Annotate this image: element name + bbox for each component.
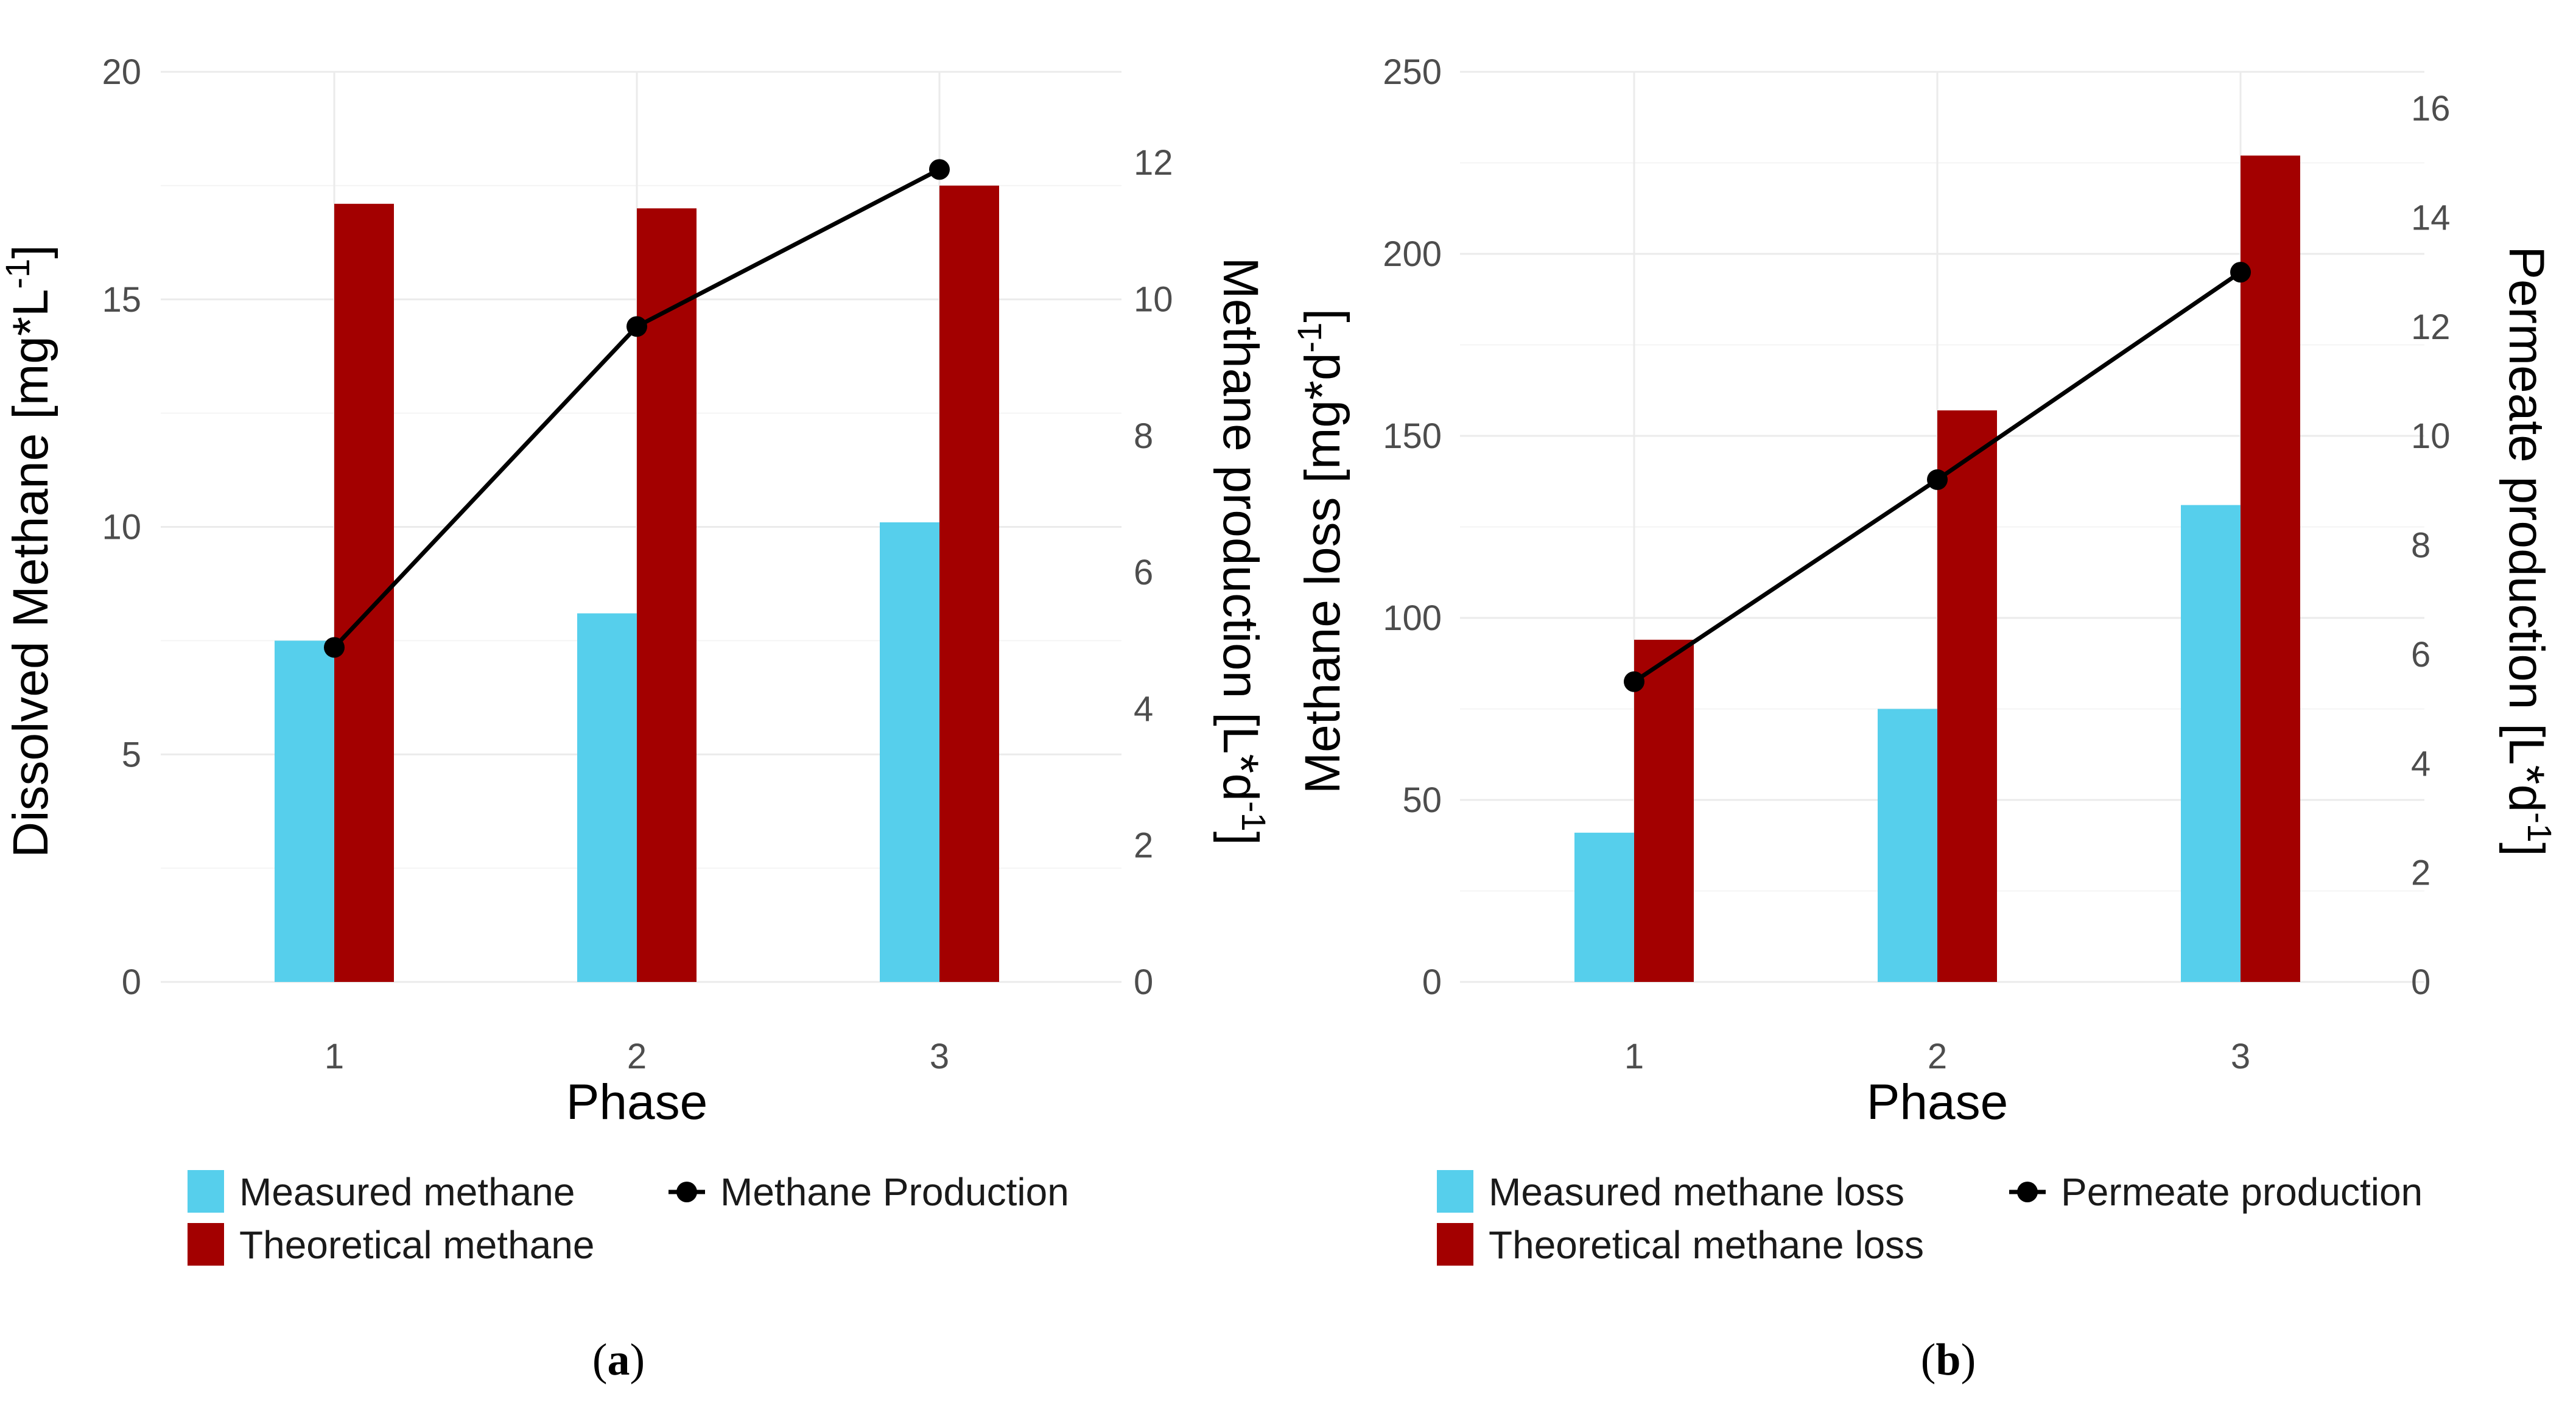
chart-b-x-tick-label: 2 xyxy=(1928,1037,1947,1076)
chart-a-x-tick-label: 3 xyxy=(930,1037,949,1076)
chart-a-x-axis-title: Phase xyxy=(566,1074,708,1130)
chart-b-y-tick-label: 0 xyxy=(1422,962,1442,1002)
chart-b-x-tick-label: 3 xyxy=(2231,1037,2250,1076)
chart-b-legend-label-measured: Measured methane loss xyxy=(1489,1170,1904,1214)
chart-b-production-point xyxy=(1927,469,1948,490)
chart-b-production-point xyxy=(2230,262,2251,283)
chart-a-production-point xyxy=(324,637,345,658)
chart-a-x-tick-label: 2 xyxy=(627,1037,647,1076)
chart-b-y2-tick-label: 0 xyxy=(2411,962,2430,1002)
chart-b-legend: Measured methane loss Theoretical methane… xyxy=(1437,1170,2423,1267)
chart-b-panel-label: (b) xyxy=(1921,1335,1976,1385)
chart-a-theoretical-bar xyxy=(637,208,697,982)
chart-b-y2-tick-label: 8 xyxy=(2411,526,2430,566)
chart-b-theoretical-bar xyxy=(1937,410,1997,982)
chart-b-measured-bar xyxy=(1574,832,1634,982)
chart-a-x-tick-label: 1 xyxy=(325,1037,344,1076)
chart-a-production-point xyxy=(929,159,950,180)
chart-a-measured-bar xyxy=(275,640,334,982)
chart-a-y2-tick-label: 12 xyxy=(1134,143,1173,183)
chart-b-y2-axis-title: Permeate production [L*d-1] xyxy=(2499,246,2559,857)
chart-a-legend-label-line: Methane Production xyxy=(720,1170,1069,1214)
chart-a-measured-bar xyxy=(577,613,637,982)
chart-a-measured-bar xyxy=(880,522,939,982)
chart-b-production-point xyxy=(1624,671,1644,692)
chart-b-legend-label-theoretical: Theoretical methane loss xyxy=(1489,1223,1924,1267)
chart-a-y-axis-title: Dissolved Methane [mg*L-1] xyxy=(0,245,58,858)
chart-b-legend-label-line: Permeate production xyxy=(2061,1170,2423,1214)
chart-b-legend-swatch-theoretical xyxy=(1437,1223,1473,1266)
chart-a-production-point xyxy=(626,316,647,337)
chart-b-y-tick-label: 200 xyxy=(1383,234,1442,274)
chart-a-y-tick-label: 10 xyxy=(102,508,141,547)
chart-b-y2-tick-label: 10 xyxy=(2411,416,2451,456)
chart-b-x-axis-title: Phase xyxy=(1867,1074,2009,1130)
chart-b-measured-bar xyxy=(1878,709,1937,982)
chart-a-y-tick-label: 20 xyxy=(102,52,141,92)
chart-b-theoretical-bar xyxy=(1634,639,1694,982)
chart-b-y2-tick-label: 14 xyxy=(2411,198,2451,237)
chart-b-legend-swatch-point xyxy=(2017,1182,2038,1202)
chart-b-y2-tick-label: 12 xyxy=(2411,307,2451,347)
chart-b-measured-bar xyxy=(2181,505,2241,982)
chart-a-y2-tick-label: 0 xyxy=(1134,962,1153,1002)
chart-a-y2-tick-label: 8 xyxy=(1134,416,1153,456)
chart-a-panel-label: (a) xyxy=(592,1335,645,1385)
chart-b-y2-tick-label: 4 xyxy=(2411,744,2430,783)
chart-a-y2-tick-label: 2 xyxy=(1134,826,1153,866)
chart-a-y-tick-label: 15 xyxy=(102,280,141,320)
chart-b-x-tick-label: 1 xyxy=(1624,1037,1644,1076)
chart-a-legend-swatch-point xyxy=(676,1182,697,1202)
chart-a-y2-tick-label: 10 xyxy=(1134,279,1173,319)
chart-a-y2-axis-title: Methane production [L*d-1] xyxy=(1213,257,1273,845)
chart-a-y2-tick-label: 6 xyxy=(1134,553,1153,592)
chart-b-y2-tick-label: 16 xyxy=(2411,89,2451,128)
chart-a-legend-swatch-measured xyxy=(188,1170,224,1213)
chart-a-legend-swatch-theoretical xyxy=(188,1223,224,1266)
chart-a-y-tick-label: 5 xyxy=(122,735,141,774)
chart-a-y-tick-label: 0 xyxy=(122,962,141,1002)
chart-a-legend-label-theoretical: Theoretical methane xyxy=(239,1223,594,1267)
chart-b-y-tick-label: 250 xyxy=(1383,52,1442,92)
chart-b-y-tick-label: 50 xyxy=(1402,780,1442,820)
chart-a-theoretical-bar xyxy=(939,185,999,982)
chart-b-y2-tick-label: 6 xyxy=(2411,635,2430,675)
chart-b-theoretical-bar xyxy=(2241,155,2300,982)
chart-a-y2-tick-label: 4 xyxy=(1134,689,1153,729)
chart-a-legend-label-measured: Measured methane xyxy=(239,1170,575,1214)
chart-a-legend: Measured methane Theoretical methane Metha… xyxy=(188,1170,1069,1267)
chart-b-y-tick-label: 100 xyxy=(1383,598,1442,638)
chart-b-legend-swatch-measured xyxy=(1437,1170,1473,1213)
chart-b-y2-tick-label: 2 xyxy=(2411,853,2430,893)
chart-b-y-axis-title: Methane loss [mg*d-1] xyxy=(1290,309,1350,794)
chart-b-y-tick-label: 150 xyxy=(1383,416,1442,456)
